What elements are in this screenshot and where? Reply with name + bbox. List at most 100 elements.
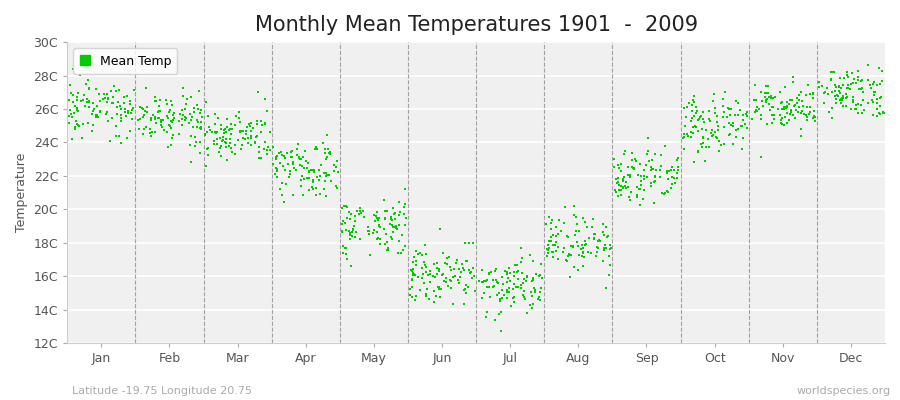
Point (706, 98, 720, 104)
Point (66, 92, 80, 98)
Point (219, 140, 233, 146)
Point (420, 286, 435, 292)
Point (806, 113, 821, 119)
Point (767, 112, 781, 118)
Point (572, 267, 586, 273)
Point (695, 144, 709, 150)
Point (231, 137, 246, 143)
Point (344, 263, 358, 270)
Point (214, 126, 229, 132)
Point (779, 110, 794, 117)
Point (663, 184, 678, 191)
Point (679, 122, 693, 129)
Point (597, 245, 611, 252)
Point (846, 96, 860, 103)
Point (387, 210, 401, 217)
Point (626, 157, 640, 164)
Point (592, 236, 607, 243)
Point (565, 242, 580, 249)
Point (433, 294, 447, 300)
Point (611, 193, 625, 200)
Point (292, 156, 307, 162)
Point (327, 168, 341, 174)
Point (533, 272, 547, 278)
Point (526, 301, 540, 307)
Point (632, 186, 646, 192)
Point (347, 213, 362, 219)
Point (572, 228, 586, 234)
Point (611, 164, 625, 171)
Point (455, 265, 470, 271)
Point (760, 90, 774, 96)
Point (353, 208, 367, 214)
Point (559, 257, 573, 264)
Point (67, 110, 81, 116)
Point (670, 175, 684, 181)
Point (389, 223, 403, 230)
Point (266, 143, 281, 150)
Point (624, 197, 638, 203)
Point (398, 243, 412, 249)
Point (599, 234, 614, 240)
Point (729, 134, 743, 140)
Point (216, 136, 230, 143)
Point (840, 72, 854, 78)
Point (278, 154, 293, 161)
Point (644, 166, 659, 173)
Point (114, 106, 129, 112)
Point (834, 95, 849, 101)
Point (452, 279, 466, 286)
Point (749, 97, 763, 103)
Point (836, 95, 850, 101)
Point (436, 278, 451, 284)
Point (97, 95, 112, 101)
Point (596, 220, 610, 227)
Point (420, 272, 435, 278)
Point (577, 254, 591, 260)
Point (132, 126, 147, 132)
Point (209, 130, 223, 136)
Point (567, 203, 581, 209)
Point (164, 98, 178, 104)
Point (462, 267, 476, 273)
Point (842, 85, 856, 91)
Point (345, 232, 359, 239)
Point (309, 184, 323, 191)
Point (808, 117, 823, 124)
Point (292, 154, 306, 161)
Point (704, 129, 718, 136)
Point (644, 182, 658, 189)
Point (492, 296, 507, 302)
Point (734, 123, 749, 130)
Point (493, 296, 508, 303)
Point (814, 82, 829, 89)
Point (441, 282, 455, 289)
Point (378, 231, 392, 238)
Point (106, 100, 121, 106)
Point (300, 165, 314, 172)
Point (723, 112, 737, 118)
Point (310, 145, 324, 152)
Point (782, 101, 796, 107)
Point (133, 116, 148, 122)
Point (580, 224, 594, 231)
Point (658, 190, 672, 196)
Point (163, 107, 177, 113)
Point (692, 114, 706, 120)
Point (92, 91, 106, 98)
Point (498, 268, 512, 274)
Point (298, 148, 312, 154)
Point (404, 268, 419, 275)
Point (194, 126, 209, 132)
Point (148, 129, 163, 136)
Point (202, 126, 217, 133)
Point (113, 112, 128, 119)
Point (85, 128, 99, 134)
Point (119, 112, 133, 119)
Point (825, 114, 840, 121)
Point (839, 102, 853, 109)
Point (618, 185, 633, 191)
Point (875, 78, 889, 84)
Point (500, 271, 514, 277)
Point (860, 100, 875, 106)
